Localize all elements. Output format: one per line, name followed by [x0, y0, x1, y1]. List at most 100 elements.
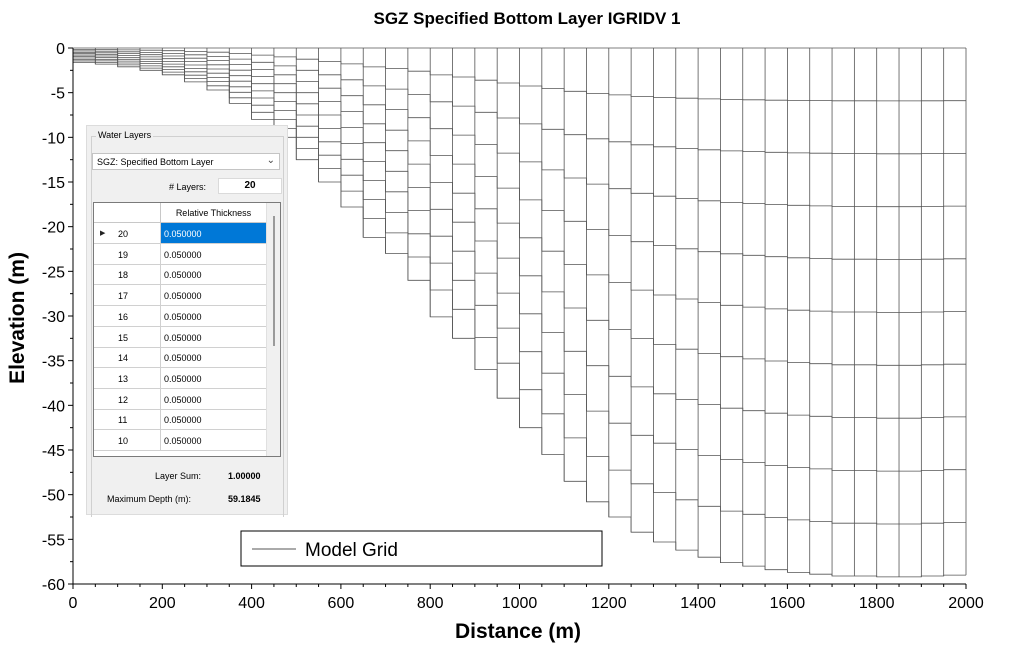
row-number: 19: [118, 249, 129, 260]
y-tick-label: -55: [42, 532, 65, 549]
max-depth-label: Maximum Depth (m):: [107, 494, 192, 504]
x-tick-label: 1600: [770, 595, 806, 612]
table-row[interactable]: 11 0.050000: [94, 409, 266, 431]
thickness-cell[interactable]: 0.050000: [160, 243, 266, 264]
thickness-cell[interactable]: 0.050000: [160, 305, 266, 326]
y-tick-label: -40: [42, 398, 65, 415]
y-tick-label: -5: [51, 86, 65, 103]
y-tick-label: -45: [42, 443, 65, 460]
thickness-value: 0.050000: [164, 373, 202, 384]
thickness-cell[interactable]: 0.050000: [160, 347, 266, 368]
water-layers-group: Water Layers: [91, 130, 284, 517]
table-row[interactable]: 13 0.050000: [94, 367, 266, 389]
x-tick-label: 2000: [948, 595, 984, 612]
grid-layer-line: [73, 54, 966, 313]
chart-title: SGZ Specified Bottom Layer IGRIDV 1: [373, 9, 680, 28]
row-number: 11: [118, 415, 128, 426]
thickness-cell[interactable]: 0.050000: [160, 409, 266, 430]
grid-bottom-boundary: [73, 61, 966, 578]
max-depth-value: 59.1845: [228, 494, 261, 504]
thickness-value: 0.050000: [164, 353, 202, 364]
x-tick-label: 800: [417, 595, 444, 612]
table-row[interactable]: ▶ 20 0.050000: [94, 223, 266, 244]
grid-layer-line: [73, 59, 966, 472]
y-axis-label: Elevation (m): [6, 252, 29, 384]
table-row[interactable]: 17 0.050000: [94, 285, 266, 307]
scrollbar-thumb[interactable]: [273, 216, 275, 346]
row-number: 20: [118, 229, 129, 239]
x-tick-label: 1400: [680, 595, 716, 612]
layer-type-dropdown[interactable]: SGZ: Specified Bottom Layer ⌄: [92, 153, 280, 170]
table-row[interactable]: 14 0.050000: [94, 347, 266, 369]
column-header-relative-thickness[interactable]: Relative Thickness: [175, 208, 252, 218]
y-tick-label: -60: [42, 577, 65, 594]
table-row[interactable]: 15 0.050000: [94, 326, 266, 348]
table-row[interactable]: 16 0.050000: [94, 305, 266, 327]
x-tick-label: 1200: [591, 595, 627, 612]
layers-label: # Layers:: [169, 182, 207, 192]
y-tick-label: -20: [42, 220, 65, 237]
grid-header: Relative Thickness: [94, 203, 266, 223]
row-number: 18: [118, 270, 129, 281]
thickness-value: 0.050000: [164, 311, 202, 322]
y-tick-label: 0: [56, 41, 65, 58]
x-tick-label: 400: [238, 595, 265, 612]
thickness-value: 0.050000: [164, 415, 202, 426]
table-row[interactable]: 19 0.050000: [94, 243, 266, 265]
x-tick-label: 0: [69, 595, 78, 612]
row-number: 16: [118, 311, 129, 322]
model-grid: [72, 47, 967, 578]
thickness-cell[interactable]: 0.050000: [160, 264, 266, 285]
grid-layer-line: [73, 60, 966, 525]
axes: 0-5-10-15-20-25-30-35-40-45-50-55-600 200…: [42, 41, 984, 612]
thickness-cell[interactable]: 0.050000: [160, 430, 266, 450]
row-number: 14: [118, 353, 129, 364]
y-tick-label: -10: [42, 130, 65, 147]
row-header-corner: [94, 203, 161, 222]
row-number: 15: [118, 332, 129, 343]
thickness-cell[interactable]: 0.050000: [160, 388, 266, 409]
grid-layer-line: [73, 49, 966, 102]
layer-sum-label: Layer Sum:: [155, 471, 202, 481]
grid-layer-line: [73, 50, 966, 155]
grid-layer-line: [73, 51, 966, 208]
row-number: 17: [118, 291, 129, 302]
layers-count-field[interactable]: 20: [218, 178, 282, 194]
thickness-value: 0.050000: [164, 291, 202, 302]
row-selector-icon: ▶: [100, 230, 106, 237]
chevron-down-icon: ⌄: [266, 155, 275, 166]
layer-sum-value: 1.00000: [228, 471, 261, 481]
x-tick-label: 1000: [502, 595, 538, 612]
x-tick-label: 600: [328, 595, 355, 612]
thickness-cell[interactable]: 0.050000: [160, 223, 266, 243]
legend: Model Grid: [240, 530, 603, 567]
table-row[interactable]: 10 0.050000: [94, 430, 266, 451]
legend-entry: Model Grid: [305, 540, 398, 561]
thickness-cell[interactable]: 0.050000: [160, 326, 266, 347]
legend-box: [240, 530, 603, 567]
thickness-value: 0.050000: [164, 394, 202, 405]
thickness-value: 0.050000: [164, 229, 202, 239]
x-tick-label: 200: [149, 595, 176, 612]
row-number: 12: [118, 394, 129, 405]
y-tick-label: -25: [42, 264, 65, 281]
y-tick-label: -35: [42, 354, 65, 371]
table-row[interactable]: 18 0.050000: [94, 264, 266, 286]
grid-scrollbar[interactable]: [266, 203, 280, 456]
grid-layer-line: [73, 56, 966, 366]
group-title: Water Layers: [96, 130, 154, 140]
thickness-grid[interactable]: Relative Thickness ▶ 20 0.050000 19 0.050000…: [93, 202, 281, 457]
water-layers-panel: Water Layers SGZ: Specified Bottom Layer…: [86, 125, 288, 517]
thickness-value: 0.050000: [164, 270, 202, 281]
dropdown-value: SGZ: Specified Bottom Layer: [97, 157, 214, 167]
row-number: 10: [118, 436, 129, 446]
thickness-cell[interactable]: 0.050000: [160, 285, 266, 306]
x-axis-label: Distance (m): [455, 620, 581, 643]
grid-layer-line: [73, 53, 966, 260]
table-row[interactable]: 12 0.050000: [94, 388, 266, 410]
thickness-value: 0.050000: [164, 436, 202, 446]
row-number: 13: [118, 373, 129, 384]
thickness-cell[interactable]: 0.050000: [160, 367, 266, 388]
y-tick-label: -15: [42, 175, 65, 192]
